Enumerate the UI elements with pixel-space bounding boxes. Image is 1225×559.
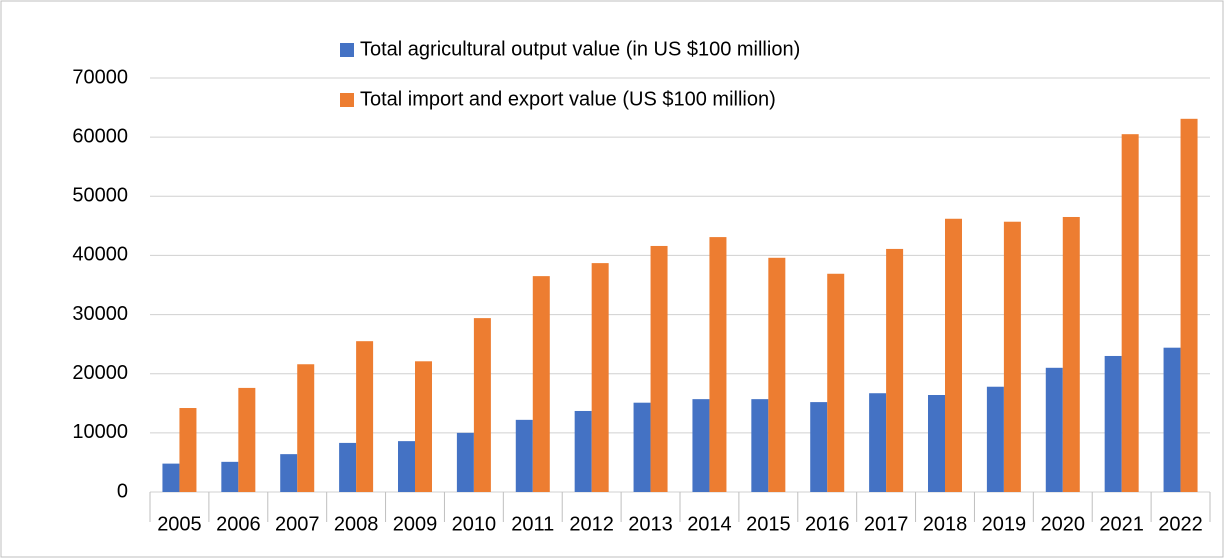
- bar: [574, 410, 592, 492]
- y-tick-label: 10000: [72, 421, 128, 443]
- bar: [633, 402, 651, 492]
- bar: [179, 408, 197, 492]
- x-tick-label: 2016: [805, 513, 850, 535]
- bar: [869, 393, 887, 492]
- bar: [1121, 134, 1139, 492]
- bar: [456, 432, 474, 492]
- y-tick-label: 30000: [72, 303, 128, 325]
- bar: [1045, 367, 1063, 492]
- bar: [810, 402, 828, 492]
- legend-label: Total import and export value (US $100 m…: [360, 88, 776, 110]
- bar: [473, 318, 491, 492]
- bar: [1003, 221, 1021, 492]
- x-tick-label: 2011: [511, 513, 554, 535]
- bar: [339, 442, 357, 492]
- legend-label: Total agricultural output value (in US $…: [360, 38, 800, 60]
- bar: [768, 257, 786, 492]
- x-tick-label: 2010: [452, 513, 497, 535]
- bar: [1163, 347, 1181, 492]
- x-tick-label: 2014: [687, 513, 732, 535]
- x-tick-label: 2020: [1041, 513, 1086, 535]
- legend-swatch: [340, 93, 354, 107]
- y-tick-label: 40000: [72, 244, 128, 266]
- bar: [398, 441, 415, 492]
- bar: [280, 454, 298, 492]
- x-tick-label: 2005: [157, 513, 202, 535]
- bar: [1180, 118, 1198, 493]
- x-tick-label: 2021: [1099, 513, 1144, 535]
- x-tick-label: 2007: [275, 513, 320, 535]
- bar: [650, 245, 668, 492]
- bar: [1104, 355, 1122, 492]
- x-tick-label: 2015: [746, 513, 791, 535]
- y-tick-label: 0: [117, 480, 128, 502]
- bar: [162, 463, 180, 492]
- y-tick-label: 60000: [72, 125, 128, 147]
- x-tick-label: 2013: [628, 513, 673, 535]
- bar: [297, 364, 315, 492]
- bar: [415, 361, 432, 492]
- x-tick-label: 2022: [1158, 513, 1203, 535]
- x-tick-label: 2018: [923, 513, 968, 535]
- x-tick-label: 2017: [864, 513, 909, 535]
- bar: [356, 341, 374, 492]
- bar: [591, 263, 609, 492]
- bar: [945, 218, 962, 492]
- bar: [751, 399, 769, 492]
- bar: [515, 419, 533, 492]
- bar: [1062, 216, 1080, 492]
- y-tick-label: 50000: [72, 185, 128, 207]
- x-tick-label: 2008: [334, 513, 379, 535]
- x-tick-label: 2019: [982, 513, 1027, 535]
- legend-swatch: [340, 43, 354, 57]
- x-tick-label: 2012: [569, 513, 614, 535]
- bar: [886, 248, 904, 492]
- bar: [221, 461, 239, 492]
- x-tick-label: 2006: [216, 513, 261, 535]
- bar: [928, 395, 945, 492]
- bar: [532, 276, 550, 492]
- x-tick-label: 2009: [393, 513, 438, 535]
- bar: [827, 273, 845, 492]
- y-tick-label: 70000: [72, 66, 128, 88]
- y-tick-label: 20000: [72, 362, 128, 384]
- bar: [692, 399, 710, 492]
- bar: [238, 387, 256, 492]
- bar: [709, 237, 727, 492]
- bar: [986, 386, 1004, 492]
